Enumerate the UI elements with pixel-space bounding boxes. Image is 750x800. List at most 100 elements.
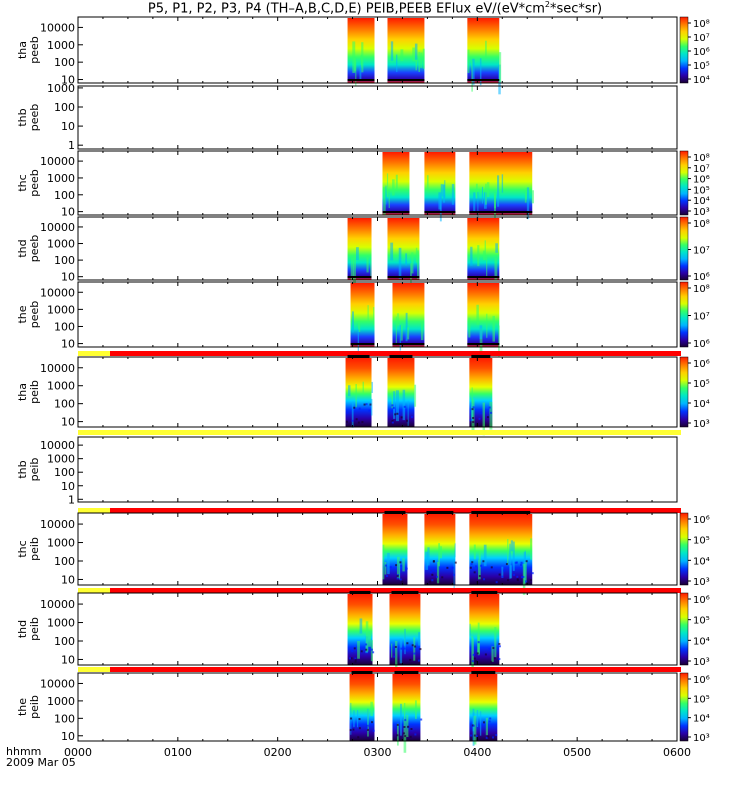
data-block xyxy=(347,591,375,665)
spectrogram-streak xyxy=(385,185,387,205)
spectrogram-streak xyxy=(481,186,483,204)
colorbar xyxy=(679,592,689,666)
panel-thc-peib: 10000 1000 100 10 thc peib 10⁶ 10⁵ 10⁴ 10³ xyxy=(16,508,710,595)
data-block xyxy=(469,152,534,221)
colorbar-tick-label: 10⁷ xyxy=(693,33,710,44)
spectrogram-streak xyxy=(370,398,373,416)
spectrogram-speckle xyxy=(394,413,397,416)
spectrogram-speckle xyxy=(452,573,455,576)
spectrogram-streak xyxy=(469,623,471,636)
spectrogram-streak xyxy=(418,632,421,646)
spectrogram-streak xyxy=(417,250,419,279)
spectrogram-streak xyxy=(357,710,359,728)
panel-the-peib: 10000 1000 100 10 the peib 10⁶ 10⁵ 10⁴ 10³ xyxy=(16,667,710,753)
spectrogram-speckle xyxy=(392,406,395,409)
spectrogram-speckle xyxy=(365,727,368,730)
y-tick-label: 10 xyxy=(61,730,75,743)
spectrogram-streak xyxy=(525,187,527,200)
panel-tha-peeb: 10000 1000 100 10 tha peeb 10⁸ 10⁷ 10⁶ 10⁵ 10⁴ xyxy=(16,16,710,95)
panel-label-product: peeb xyxy=(28,36,41,64)
colorbar-tick-label: 10⁴ xyxy=(693,636,710,647)
spectrogram-streak xyxy=(486,255,488,276)
y-tick-label: 10000 xyxy=(40,598,75,611)
spectrogram-streak xyxy=(479,325,483,339)
spectrogram-speckle xyxy=(400,564,403,567)
spectrogram-speckle xyxy=(488,406,491,409)
y-tick-label: 10000 xyxy=(40,518,75,531)
spectrogram-speckle xyxy=(474,660,477,663)
spectrogram-streak xyxy=(396,556,400,579)
y-tick-label: 10 xyxy=(61,271,75,284)
y-tick-label: 1000 xyxy=(47,39,75,52)
spectrogram-speckle xyxy=(446,566,449,569)
spectrogram-speckle xyxy=(477,641,480,644)
spectrogram-speckle xyxy=(483,721,486,724)
spectrogram-speckle xyxy=(414,645,417,648)
spectrogram-speckle xyxy=(451,566,454,569)
data-block xyxy=(345,355,373,428)
spectrogram-streak xyxy=(477,192,479,221)
spectrogram-speckle xyxy=(482,560,485,563)
spectrogram-speckle xyxy=(403,405,406,408)
spectrogram-block xyxy=(467,218,500,280)
spectrogram-streak xyxy=(357,320,361,332)
spectrogram-streak xyxy=(390,242,394,261)
panel-label-product: peeb xyxy=(28,104,41,132)
spectrogram-streak xyxy=(352,41,356,74)
y-tick-label: 10000 xyxy=(40,21,75,34)
spectrogram-speckle xyxy=(487,735,490,738)
spectrogram-streak xyxy=(367,305,369,321)
spectrogram-streak xyxy=(347,385,351,397)
spectrogram-streak xyxy=(479,711,482,736)
panel-label-probe: tha xyxy=(16,41,29,59)
spectrogram-streak xyxy=(371,381,373,393)
panel-the-peeb: 10000 1000 100 10 the peeb 10⁸ 10⁷ 10⁶ xyxy=(16,281,710,357)
spectrogram-streak xyxy=(483,544,487,567)
colorbar-tick-label: 10⁵ xyxy=(693,694,710,705)
spectrogram-speckle xyxy=(409,649,412,652)
spectrogram-speckle xyxy=(409,658,412,661)
y-tick-label: 10000 xyxy=(40,286,75,299)
spectrogram-streak xyxy=(387,552,390,575)
spectrogram-speckle xyxy=(516,575,519,578)
spectrogram-streak xyxy=(384,561,387,575)
spectrogram-streak xyxy=(414,700,417,719)
spectrogram-streak xyxy=(403,702,406,722)
colorbar-tick-label: 10⁶ xyxy=(693,595,710,606)
spectrogram-streak xyxy=(479,328,483,354)
spectrogram-speckle xyxy=(470,734,473,737)
spectrogram-streak xyxy=(395,316,397,344)
data-block xyxy=(469,511,534,595)
spectrogram-speckle xyxy=(473,571,476,574)
spectrogram-speckle xyxy=(354,657,357,660)
mode-bar-red xyxy=(110,588,681,593)
spectrogram-streak xyxy=(396,54,398,73)
spectrogram-streak xyxy=(494,257,498,280)
spectrogram-streak xyxy=(454,543,456,558)
panel-thd-peeb: 10000 1000 100 10 thd peeb 10⁸ 10⁷ 10⁶ xyxy=(16,216,710,287)
panel-frame xyxy=(77,85,678,150)
spectrogram-speckle xyxy=(407,725,410,728)
spectrogram-speckle xyxy=(522,575,525,578)
panel-label-product: peib xyxy=(28,695,41,719)
spectrogram-streak xyxy=(386,173,389,198)
spectrogram-speckle xyxy=(402,732,405,735)
data-block xyxy=(347,218,372,284)
data-block xyxy=(382,511,408,585)
plot-title: P5, P1, P2, P3, P4 (TH–A,B,C,D,E) PEIB,P… xyxy=(0,0,750,16)
y-tick-label: 1000 xyxy=(47,617,75,630)
spectrogram-speckle xyxy=(404,735,407,738)
y-tick-label: 100 xyxy=(54,466,75,479)
spectrogram-speckle xyxy=(396,412,399,415)
data-block xyxy=(387,355,417,427)
y-tick-label: 10 xyxy=(61,573,75,586)
panel-tha-peib: 10000 1000 100 10 tha peib 10⁶ 10⁵ 10⁴ 10³ xyxy=(16,351,710,436)
colorbar xyxy=(679,281,689,348)
spectrogram-streak xyxy=(471,399,475,434)
data-block xyxy=(349,671,375,741)
spectrogram-streak xyxy=(425,551,429,570)
colorbar-tick-label: 10⁷ xyxy=(693,312,710,323)
spectrogram-speckle xyxy=(371,721,374,724)
